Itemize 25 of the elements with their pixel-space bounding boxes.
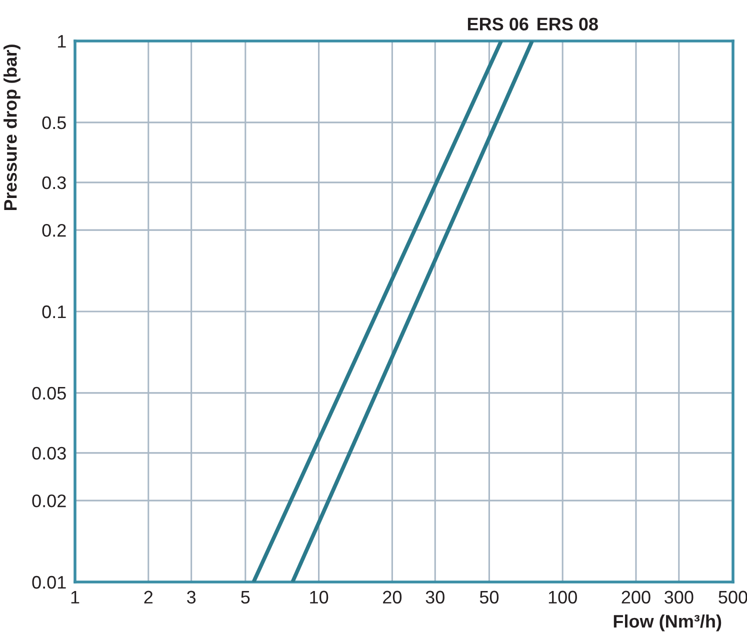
x-tick-label: 300 [664,590,694,604]
y-axis-title: Pressure drop (bar) [4,44,20,210]
y-tick-label: 0.5 [42,116,66,130]
y-tick-label: 0.02 [32,494,66,508]
x-tick-label: 500 [718,590,747,604]
y-tick-label: 0.03 [32,446,66,460]
series-label: ERS 06 [468,18,528,30]
x-tick-label: 2 [144,590,153,604]
x-tick-label: 50 [480,590,499,604]
x-tick-label: 5 [241,590,250,604]
x-tick-label: 3 [186,590,196,604]
y-tick-label: 0.3 [42,176,66,190]
y-tick-label: 1 [58,35,66,48]
x-tick-label: 1 [71,590,80,604]
x-tick-label: 10 [310,590,328,604]
y-tick-label: 0.01 [32,576,66,589]
series-label: ERS 08 [538,18,598,30]
y-tick-label: 0.2 [42,224,66,237]
x-tick-label: 200 [622,590,650,604]
y-tick-label: 0.05 [32,386,66,400]
x-tick-label: 30 [426,590,444,604]
x-tick-label: 20 [383,590,402,604]
y-tick-label: 0.1 [42,305,66,318]
x-axis-title: Flow (Nm³/h) [614,614,722,632]
x-tick-label: 100 [548,590,577,604]
